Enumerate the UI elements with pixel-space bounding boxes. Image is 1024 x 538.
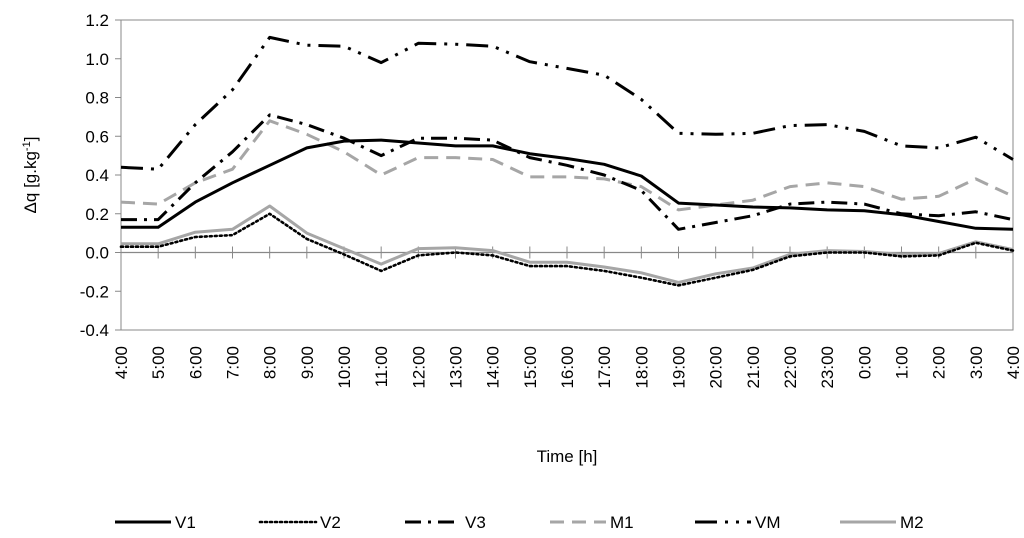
plot-area: [120, 19, 1014, 331]
y-tick-label: 0.6: [85, 127, 109, 146]
x-tick-label: 21:00: [744, 346, 763, 389]
series-layer: [119, 35, 1015, 287]
x-tick-label: 4:00: [1004, 346, 1023, 379]
x-tick-label: 6:00: [186, 346, 205, 379]
x-tick-label: 19:00: [670, 346, 689, 389]
y-tick-label: 0.2: [85, 205, 109, 224]
y-tick-label: -0.4: [80, 321, 109, 340]
x-tick-label: 9:00: [298, 346, 317, 379]
x-tick-label: 20:00: [707, 346, 726, 389]
series-line-m1: [120, 119, 1014, 212]
legend-label-v3: V3: [465, 513, 486, 532]
x-axis-title: Time [h]: [537, 447, 598, 466]
y-tick-label: 1.0: [85, 50, 109, 69]
x-tick-label: 17:00: [595, 346, 614, 389]
legend-label-v2: V2: [320, 513, 341, 532]
x-tick-label: 4:00: [112, 346, 131, 379]
legend-label-m2: M2: [900, 513, 924, 532]
y-axis-title-close: ]: [21, 137, 40, 142]
x-tick-label: 10:00: [335, 346, 354, 389]
x-tick-label: 14:00: [484, 346, 503, 389]
y-tick-label: 0.4: [85, 166, 109, 185]
x-tick-label: 0:00: [855, 346, 874, 379]
y-tick-label: 0.0: [85, 244, 109, 263]
x-tick-label: 5:00: [149, 346, 168, 379]
x-tick-label: 1:00: [893, 346, 912, 379]
x-tick-label: 8:00: [261, 346, 280, 379]
series-line-m2: [121, 204, 1014, 284]
series-line-v3: [121, 113, 1014, 231]
y-tick-label: 0.8: [85, 89, 109, 108]
x-tick-label: 12:00: [409, 346, 428, 389]
plot-border: [120, 19, 1014, 331]
x-tick-label: 11:00: [372, 346, 391, 387]
x-tick-label: 22:00: [781, 346, 800, 389]
x-tick-label: 18:00: [632, 346, 651, 389]
legend-label-v1: V1: [175, 513, 196, 532]
x-tick-label: 15:00: [521, 346, 540, 389]
x-tick-label: 2:00: [930, 346, 949, 379]
series-line-v1: [121, 138, 1014, 231]
y-axis-title-main: Δq [g.kg: [21, 151, 40, 213]
legend-label-vm: VM: [755, 513, 781, 532]
legend: V1 V2 V3 M1 VM M2: [115, 513, 924, 532]
tick-labels: -0.4 -0.2 0.0 0.2 0.4 0.6 0.8 1.0 1.2 4:00 5:00 6:0…: [80, 11, 1023, 389]
series-line-vm: [120, 35, 1014, 171]
series-line-v2: [119, 212, 1015, 287]
y-tick-label: -0.2: [80, 282, 109, 301]
legend-label-m1: M1: [610, 513, 634, 532]
y-axis-title-superscript: -1: [21, 141, 33, 151]
y-axis-title: Δq [g.kg-1]: [21, 137, 40, 214]
x-tick-label: 3:00: [967, 346, 986, 379]
x-tick-label: 13:00: [447, 346, 466, 389]
x-tick-label: 7:00: [224, 346, 243, 379]
y-tick-label: 1.2: [85, 11, 109, 30]
x-tick-label: 16:00: [558, 346, 577, 389]
x-tick-label: 23:00: [818, 346, 837, 389]
